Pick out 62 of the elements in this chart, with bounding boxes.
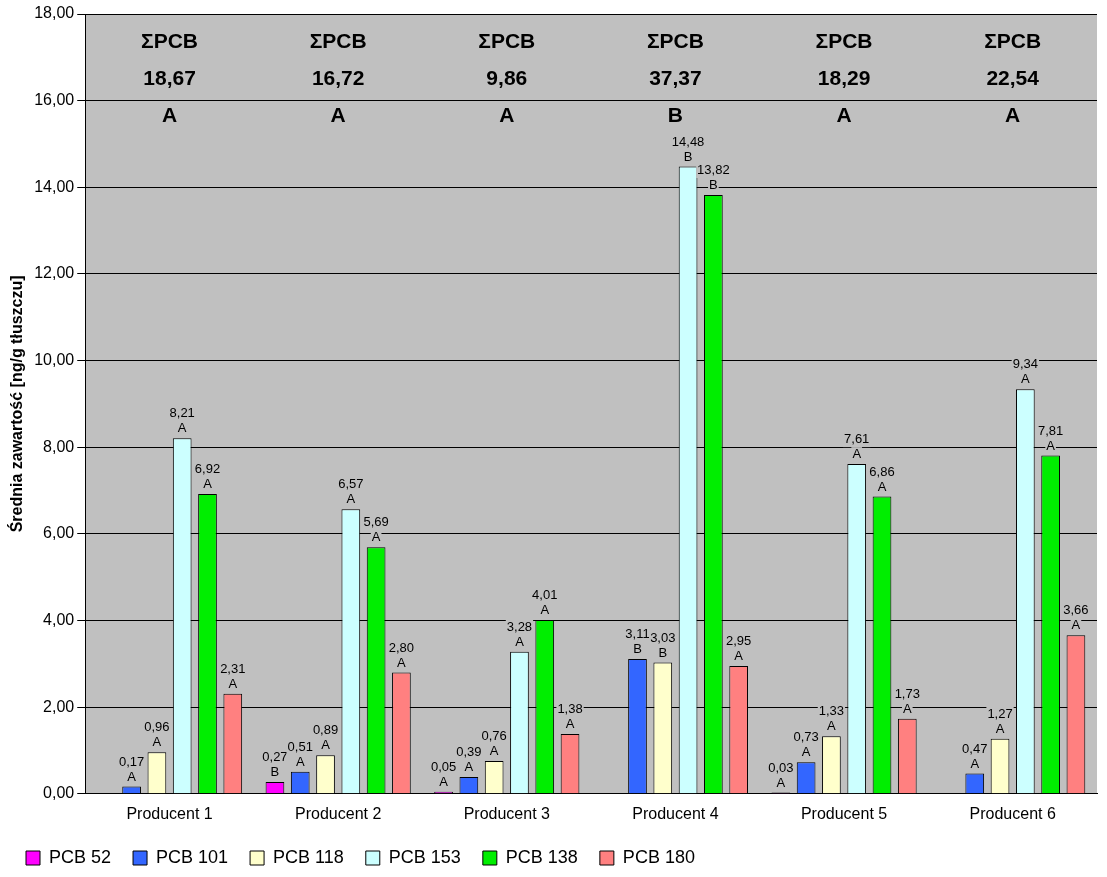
data-label: 0,76 A (481, 727, 507, 758)
data-label: 1,73 A (894, 685, 920, 716)
data-label: 9,34 A (1012, 356, 1038, 387)
data-label: 13,82 B (697, 162, 730, 193)
data-label: 6,57 A (338, 476, 364, 507)
annotation: ΣPCB 18,29 A (815, 28, 873, 126)
y-tick-label: 12,00 (34, 264, 75, 282)
data-label: 1,38 A (557, 701, 583, 732)
data-label: 14,48 B (671, 133, 705, 164)
x-tick-label: Producent 4 (632, 804, 719, 822)
data-label: 0,89 A (312, 722, 339, 753)
x-tick-label: Producent 3 (463, 804, 551, 822)
data-label: 0,73 A (793, 729, 819, 760)
data-label: 1,27 A (987, 705, 1013, 736)
data-label: 6,92 A (194, 461, 221, 492)
y-tick-label: 2,00 (43, 697, 75, 715)
legend-label: PCB 101 (156, 846, 229, 867)
annotation: ΣPCB 22,54 A (984, 28, 1042, 126)
data-label: 2,80 A (388, 639, 415, 670)
y-tick-label: 6,00 (43, 524, 75, 542)
data-label: 0,27 B (262, 749, 288, 780)
data-label: 5,69 A (363, 514, 389, 545)
data-label: 0,51 A (287, 738, 313, 769)
data-label: 2,95 A (726, 633, 752, 664)
annotation: ΣPCB 9,86 A (478, 28, 536, 126)
data-label: 7,61 A (844, 431, 870, 462)
data-label: 8,21 A (169, 405, 195, 436)
y-tick-label: 18,00 (34, 4, 75, 22)
annotation: ΣPCB 18,67 A (141, 28, 199, 126)
data-label: 0,17 A (118, 753, 145, 784)
legend-label: PCB 118 (273, 846, 344, 867)
y-tick-label: 8,00 (43, 437, 75, 455)
y-tick-label: 14,00 (34, 177, 75, 195)
data-label: 7,81 A (1037, 422, 1064, 453)
annotation: ΣPCB 37,37 B (646, 28, 704, 126)
legend-label: PCB 138 (505, 846, 578, 867)
legend-label: PCB 153 (388, 846, 461, 867)
data-label: 0,39 A (456, 743, 482, 774)
data-label: 4,01 A (532, 587, 558, 618)
y-tick-label: 10,00 (34, 350, 75, 368)
legend-label: PCB 52 (49, 846, 112, 867)
y-tick-label: 16,00 (34, 91, 75, 109)
annotation: ΣPCB 16,72 A (309, 28, 367, 126)
y-axis-title: Średnia zawartość [ng/g tłuszczu] (7, 275, 26, 533)
data-label: 3,03 B (650, 629, 676, 660)
x-tick-label: Producent 6 (969, 804, 1056, 822)
y-tick-label: 0,00 (43, 784, 75, 802)
data-label: 0,05 A (430, 758, 457, 789)
data-label: 6,86 A (869, 463, 895, 494)
data-label: 0,96 A (144, 719, 170, 750)
data-label: 1,33 A (818, 703, 845, 734)
data-label: 0,47 A (962, 740, 988, 771)
data-label: 0,03 A (768, 759, 794, 790)
x-tick-label: Producent 2 (295, 804, 382, 822)
x-tick-label: Producent 5 (800, 804, 888, 822)
data-label: 2,31 A (220, 660, 246, 691)
data-label: 3,28 A (506, 618, 533, 649)
data-label: 3,11 B (625, 626, 650, 657)
y-tick-label: 4,00 (43, 610, 75, 628)
x-tick-label: Producent 1 (126, 804, 213, 822)
legend-label: PCB 180 (622, 846, 695, 867)
data-label: 3,66 A (1063, 602, 1089, 633)
